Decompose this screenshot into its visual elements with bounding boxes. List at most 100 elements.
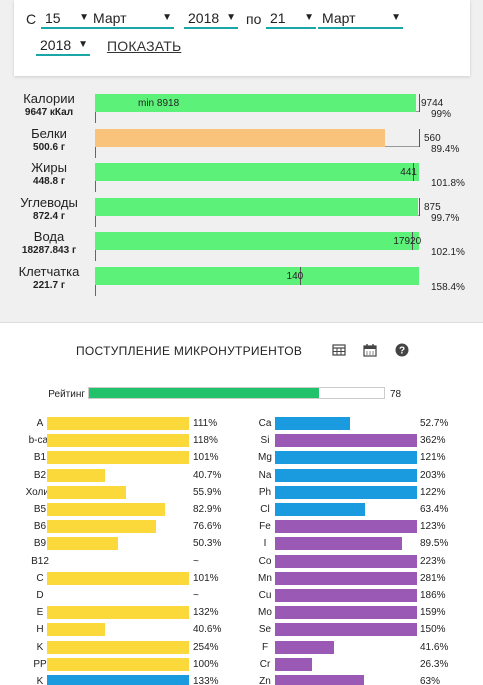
macro-amount: 18287.843 г <box>21 245 77 256</box>
nutrient-percent: 122% <box>420 486 446 498</box>
nutrient-percent: 100% <box>193 658 219 670</box>
nutrient-name: Cl <box>260 504 270 515</box>
nutrient-track <box>47 657 189 671</box>
nutrient-track <box>47 623 189 637</box>
nutrient-bar <box>47 675 189 685</box>
nutrient-percent: 40.7% <box>193 469 222 481</box>
chevron-down-icon: ▼ <box>226 12 236 23</box>
nutrient-name: K <box>36 641 44 653</box>
nutrient-percent: 52.7% <box>420 418 449 429</box>
macro-row: Жиры 448.8 г 441 101.8% <box>14 157 470 192</box>
nutrient-bar <box>275 468 417 482</box>
macro-target-tick <box>412 232 414 250</box>
macro-amount: 9647 кКал <box>24 107 74 118</box>
date-range-panel: С 15 ▼ Март ▼ 2018 ▼ по 21 ▼ Март ▼ 2018… <box>14 0 470 76</box>
nutrient-track <box>47 485 189 499</box>
to-day-select[interactable]: 21 ▼ <box>266 9 316 29</box>
macro-name: Клетчатка <box>18 263 80 279</box>
nutrient-track <box>275 675 417 685</box>
nutrient-name: Cr <box>259 658 271 670</box>
nutrient-percent: 186% <box>420 590 446 601</box>
nutrient-bar <box>47 571 189 585</box>
macro-percent: 99.7% <box>431 212 460 224</box>
nutrient-bar <box>47 657 189 671</box>
chevron-down-icon: ▼ <box>78 39 88 50</box>
nutrient-name: Co <box>258 555 272 567</box>
macro-percent: 102.1% <box>431 247 465 258</box>
nutrient-name: Se <box>258 624 272 636</box>
nutrient-track <box>47 503 189 516</box>
nutrient-bar <box>275 640 335 654</box>
nutrient-percent: 281% <box>420 572 446 584</box>
nutrient-percent: 55.9% <box>193 486 222 498</box>
nutrient-track <box>275 520 417 534</box>
rating-bar <box>88 387 385 399</box>
nutrient-track <box>47 434 189 448</box>
to-year-select[interactable]: 2018 ▼ <box>36 36 90 56</box>
macro-row: Клетчатка 221.7 г 140 158.4% <box>14 261 470 296</box>
nutrient-name: B5 <box>33 504 47 515</box>
to-year-value: 2018 <box>40 37 72 53</box>
nutrient-name: Mn <box>258 572 272 584</box>
rating-bar-fill <box>89 388 320 398</box>
nutrient-bar <box>47 451 189 465</box>
macro-name: Калории <box>23 91 75 106</box>
from-day-select[interactable]: 15 ▼ <box>41 9 91 29</box>
calendar-icon[interactable] <box>363 343 377 357</box>
nutrient-percent: 89.5% <box>420 538 449 550</box>
macro-target: 441 <box>400 167 417 178</box>
from-year-select[interactable]: 2018 ▼ <box>184 9 238 29</box>
nutrient-bar <box>275 675 365 685</box>
nutrient-name: Ca <box>258 418 272 429</box>
nutrient-bar <box>275 503 366 516</box>
nutrient-bar <box>275 520 417 534</box>
macro-name: Белки <box>31 125 67 141</box>
nutrient-bar <box>275 417 350 430</box>
macro-bar <box>95 197 419 216</box>
nutrient-track <box>47 555 189 568</box>
from-month-value: Март <box>93 10 127 26</box>
nutrient-percent: 223% <box>420 555 446 567</box>
macro-bar <box>95 266 419 285</box>
macro-percent: 158.4% <box>431 281 465 293</box>
to-month-select[interactable]: Март ▼ <box>318 9 403 29</box>
nutrient-percent: 132% <box>193 607 219 619</box>
macro-target: 875 <box>424 201 441 213</box>
nutrient-name: Fe <box>259 521 271 533</box>
nutrient-track <box>275 451 417 465</box>
nutrient-percent: 101% <box>193 572 219 584</box>
table-icon[interactable] <box>332 343 346 357</box>
nutrient-name: Si <box>260 435 270 447</box>
nutrient-percent: 118% <box>193 435 218 447</box>
nutrient-bar <box>47 623 105 637</box>
nutrient-name: PP <box>33 658 47 670</box>
nutrient-name: Na <box>258 469 272 481</box>
macro-min: min 8918 <box>138 98 180 109</box>
nutrient-bar <box>47 434 189 448</box>
nutrient-name: B2 <box>33 469 47 481</box>
nutrient-name: Mo <box>258 607 272 619</box>
nutrient-percent: ~ <box>193 555 199 567</box>
nutrient-percent: 41.6% <box>420 641 449 653</box>
nutrient-percent: 362% <box>420 435 446 447</box>
nutrient-name: Cu <box>258 590 272 601</box>
nutrient-name: A <box>36 418 44 429</box>
nutrient-bar <box>275 589 417 602</box>
nutrient-name: B1 <box>33 452 47 464</box>
nutrient-percent: 159% <box>420 607 446 619</box>
nutrient-percent: 111% <box>193 418 218 429</box>
from-month-select[interactable]: Март ▼ <box>89 9 174 29</box>
nutrient-bar <box>275 606 417 620</box>
nutrient-bar <box>275 451 417 465</box>
nutrient-percent: 133% <box>193 676 219 685</box>
nutrient-name: I <box>263 538 267 550</box>
nutrient-name: Zn <box>259 676 271 685</box>
show-button[interactable]: ПОКАЗАТЬ <box>107 38 182 54</box>
nutrient-name: K <box>36 676 44 685</box>
nutrient-name: Ph <box>258 486 272 498</box>
nutrient-name: B6 <box>33 521 47 533</box>
macro-percent: 101.8% <box>431 178 465 189</box>
help-icon[interactable]: ? <box>395 343 409 357</box>
nutrient-percent: 82.9% <box>193 504 222 515</box>
nutrient-track <box>275 417 417 430</box>
